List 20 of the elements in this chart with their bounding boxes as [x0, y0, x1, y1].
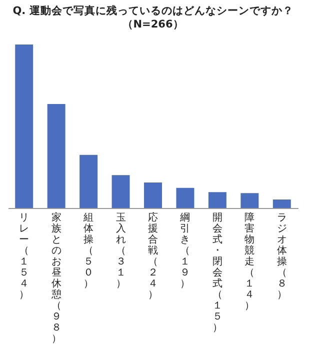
- bar: [80, 154, 98, 208]
- bar: [144, 182, 162, 208]
- category-label: 障害物競走（１４）: [244, 212, 255, 312]
- bar: [176, 188, 194, 208]
- bar: [272, 200, 291, 208]
- category-label: 開会式・閉会式（１５）: [212, 212, 222, 334]
- chart-subtitle: （N=266）: [122, 18, 184, 30]
- bar: [47, 104, 66, 208]
- x-tick-label: 応援合戦（２４）: [148, 212, 158, 300]
- bar: [15, 44, 34, 208]
- chart-title: Q. 運動会で写真に残っているのはどんなシーンですか？: [12, 4, 294, 17]
- x-tick-label: 玉入れ（３１）: [116, 212, 126, 290]
- bar: [240, 193, 259, 208]
- x-tick-label: 組体操（５０）: [82, 212, 94, 290]
- bar: [208, 192, 226, 208]
- x-tick-label: ラジオ体操（８）: [276, 212, 287, 300]
- x-tick-label: リレー（１５４）: [19, 212, 30, 300]
- bar: [112, 175, 130, 208]
- x-tick-label: 綱引き（１９）: [179, 212, 190, 290]
- category-label: 家族とのお昼休憩（９８）: [51, 212, 62, 344]
